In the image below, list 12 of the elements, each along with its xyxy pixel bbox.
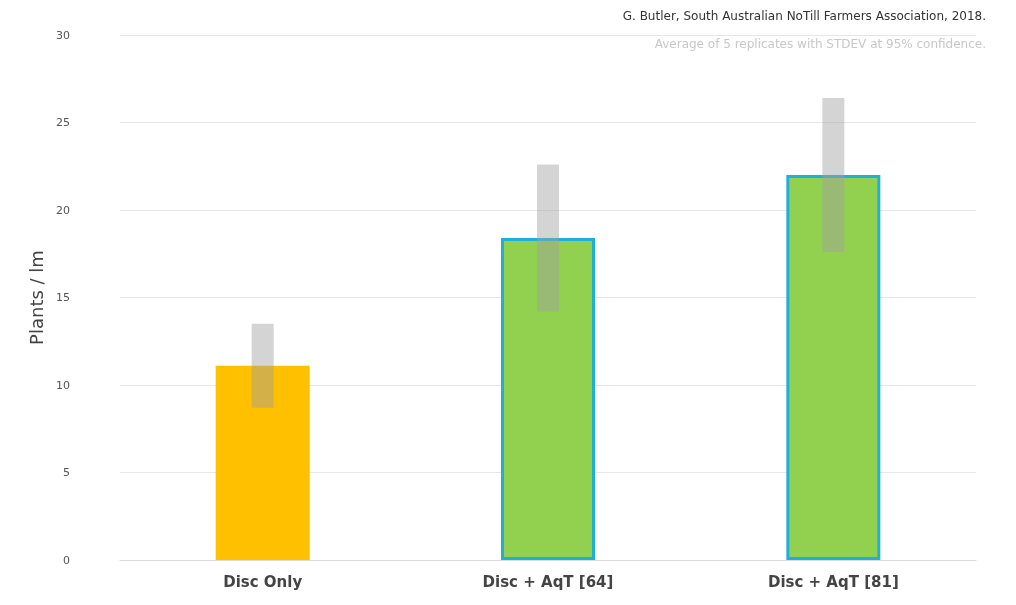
y-tick-label: 20 xyxy=(56,203,70,217)
y-axis-title: Plants / lm xyxy=(25,250,47,345)
y-tick-label: 30 xyxy=(56,28,70,42)
y-tick-label: 0 xyxy=(63,553,70,567)
x-tick-label: Disc Only xyxy=(223,572,303,591)
x-tick-label: Disc + AqT [64] xyxy=(482,572,614,591)
y-tick-label: 25 xyxy=(56,116,70,129)
y-tick-label: 5 xyxy=(63,466,70,479)
y-tick-label: 15 xyxy=(56,291,70,304)
y-tick-label: 10 xyxy=(56,378,70,392)
x-tick-label: Disc + AqT [81] xyxy=(767,572,899,591)
text: G. Butler, South Australian NoTill Farmers Association, 2018. xyxy=(622,9,986,23)
